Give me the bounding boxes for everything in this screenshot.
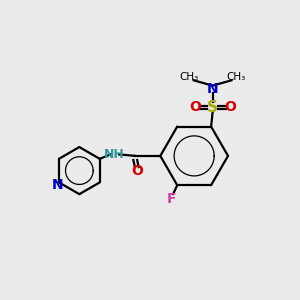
Text: F: F <box>167 192 177 206</box>
Text: N: N <box>207 82 218 96</box>
Text: O: O <box>189 100 201 114</box>
Text: CH₃: CH₃ <box>179 71 199 82</box>
Text: S: S <box>207 100 218 115</box>
Text: CH₃: CH₃ <box>226 71 246 82</box>
Text: NH: NH <box>104 148 125 161</box>
Text: O: O <box>224 100 236 114</box>
Text: N: N <box>52 178 63 192</box>
Text: O: O <box>131 164 143 178</box>
